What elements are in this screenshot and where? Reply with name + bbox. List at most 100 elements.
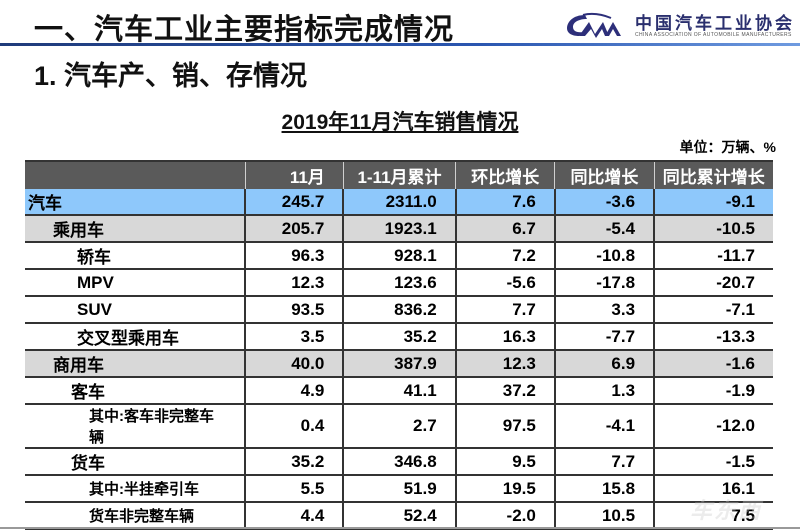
table-row: MPV 12.3 123.6 -5.6 -17.8 -20.7 [25,269,773,297]
cell-november: 4.4 [244,502,344,530]
cell-yoy-ytd: 16.1 [653,475,773,503]
caam-logo-icon [567,13,621,38]
row-label: 轿车 [25,242,246,270]
cell-ytd: 346.8 [342,448,456,476]
cell-mom: 19.5 [454,475,555,503]
header-mom: 环比增长 [455,160,555,189]
unit-label: 单位：万辆、% [679,139,776,155]
cell-yoy: -10.8 [553,242,655,270]
cell-mom: 12.3 [454,350,555,378]
cell-yoy: 1.3 [553,377,655,405]
watermark: 车东西 [690,498,763,523]
cell-yoy-ytd: -7.1 [653,296,773,324]
table-row: 其中:客车非完整车辆 0.4 2.7 97.5 -4.1 -12.0 [25,404,773,449]
cell-ytd: 52.4 [342,502,456,530]
cell-yoy: -4.1 [553,404,655,449]
header-yoy: 同比增长 [554,160,655,189]
table-row: 客车 4.9 41.1 37.2 1.3 -1.9 [25,377,773,405]
sales-table: 11月 1-11月累计 环比增长 同比增长 同比累计增长 汽车 245.7 23… [25,160,773,530]
row-label: 货车非完整车辆 [25,502,246,530]
cell-yoy: 15.8 [553,475,655,503]
cell-november: 96.3 [244,242,344,270]
cell-yoy-ytd: -13.3 [653,323,773,351]
cell-mom: 7.7 [454,296,555,324]
row-label: SUV [25,296,246,324]
table-row: 汽车 245.7 2311.0 7.6 -3.6 -9.1 [25,189,773,216]
table-row: 乘用车 205.7 1923.1 6.7 -5.4 -10.5 [25,215,773,243]
caam-logo: 中国汽车工业协会 CHINA ASSOCIATION OF AUTOMOBILE… [565,8,795,40]
logo-name-en: CHINA ASSOCIATION OF AUTOMOBILE MANUFACT… [635,32,792,38]
cell-mom: 16.3 [454,323,555,351]
cell-november: 5.5 [244,475,344,503]
cell-yoy-ytd: -20.7 [653,269,773,297]
table-title: 2019年11月汽车销售情况 [0,106,800,136]
cell-mom: 97.5 [454,404,555,449]
cell-yoy-ytd: -11.7 [653,242,773,270]
row-label: 汽车 [25,189,246,216]
cell-november: 12.3 [244,269,344,297]
cell-mom: 7.2 [454,242,555,270]
table-row: 货车非完整车辆 4.4 52.4 -2.0 10.5 7.5 [25,502,773,530]
cell-yoy-ytd: -1.9 [653,377,773,405]
table-title-text: 2019年11月汽车销售情况 [281,111,519,134]
slide-title: 一、汽车工业主要指标完成情况 [34,14,455,46]
cell-yoy-ytd: -12.0 [653,404,773,449]
cell-ytd: 2.7 [342,404,456,449]
cell-november: 205.7 [244,215,344,243]
cell-ytd: 1923.1 [342,215,456,243]
cell-yoy-ytd: -1.6 [653,350,773,378]
cell-yoy: -7.7 [553,323,655,351]
cell-mom: -2.0 [454,502,555,530]
header-yoy-ytd: 同比累计增长 [653,160,773,189]
table-row: 商用车 40.0 387.9 12.3 6.9 -1.6 [25,350,773,378]
bottom-divider [0,527,800,529]
cell-ytd: 387.9 [342,350,456,378]
row-label: 商用车 [25,350,246,378]
cell-november: 0.4 [244,404,344,449]
table-row: 其中:半挂牵引车 5.5 51.9 19.5 15.8 16.1 [25,475,773,503]
logo-name-cn: 中国汽车工业协会 [635,14,795,33]
cell-yoy: 7.7 [553,448,655,476]
cell-november: 4.9 [244,377,344,405]
cell-november: 245.7 [244,189,344,216]
table-row: 货车 35.2 346.8 9.5 7.7 -1.5 [25,448,773,476]
cell-ytd: 2311.0 [342,189,456,216]
cell-mom: 9.5 [454,448,555,476]
cell-november: 93.5 [244,296,344,324]
row-label: 其中:客车非完整车辆 [25,404,246,449]
cell-ytd: 35.2 [342,323,456,351]
section-title: 1. 汽车产、销、存情况 [34,61,308,91]
cell-yoy: -3.6 [553,189,655,216]
cell-yoy: -5.4 [553,215,655,243]
cell-yoy: -17.8 [553,269,655,297]
cell-mom: -5.6 [454,269,555,297]
row-label: 客车 [25,377,246,405]
cell-ytd: 836.2 [342,296,456,324]
cell-mom: 6.7 [454,215,555,243]
header-november: 11月 [244,160,344,189]
cell-yoy-ytd: -1.5 [653,448,773,476]
cell-ytd: 928.1 [342,242,456,270]
title-divider [0,43,800,46]
header-ytd: 1-11月累计 [342,160,456,189]
row-label: 交叉型乘用车 [25,323,246,351]
row-label: 其中:半挂牵引车 [25,475,246,503]
cell-november: 3.5 [244,323,344,351]
cell-yoy: 6.9 [553,350,655,378]
table-row: 轿车 96.3 928.1 7.2 -10.8 -11.7 [25,242,773,270]
cell-ytd: 123.6 [342,269,456,297]
table-row: SUV 93.5 836.2 7.7 3.3 -7.1 [25,296,773,324]
table-header-row: 11月 1-11月累计 环比增长 同比增长 同比累计增长 [25,160,773,189]
row-label: 货车 [25,448,246,476]
header-category [25,160,246,189]
cell-mom: 7.6 [454,189,555,216]
cell-ytd: 41.1 [342,377,456,405]
cell-november: 35.2 [244,448,344,476]
cell-yoy: 3.3 [553,296,655,324]
cell-november: 40.0 [244,350,344,378]
row-label: 乘用车 [25,215,246,243]
cell-mom: 37.2 [454,377,555,405]
cell-yoy-ytd: -9.1 [653,189,773,216]
cell-yoy-ytd: -10.5 [653,215,773,243]
row-label: MPV [25,269,246,297]
